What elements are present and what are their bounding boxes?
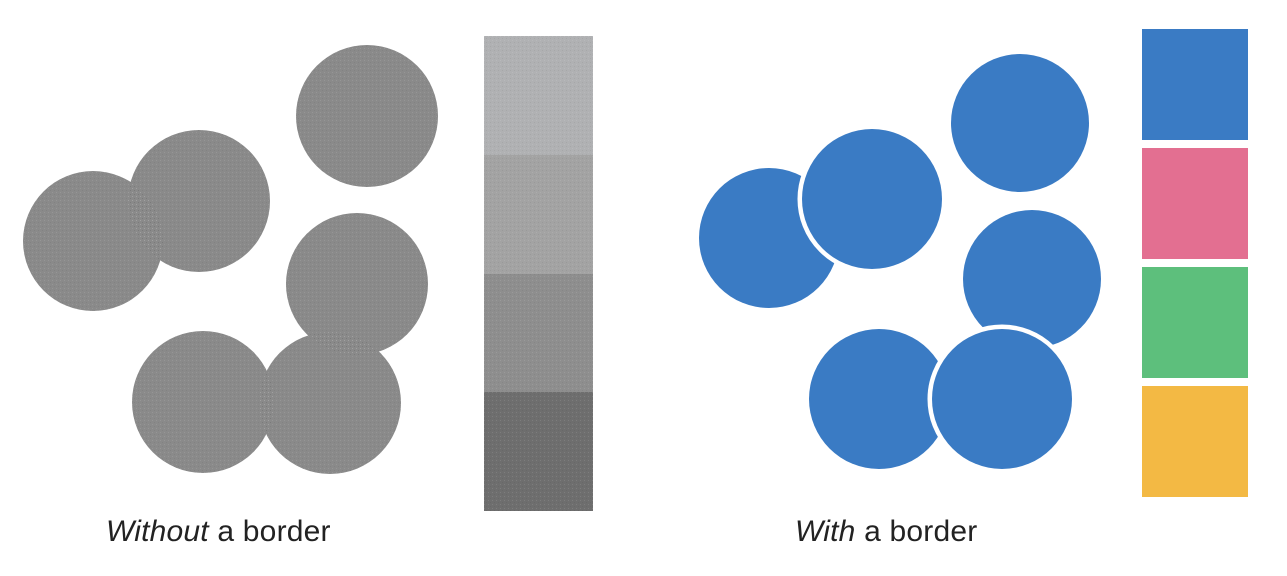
pink-swatch <box>1142 148 1248 259</box>
caption-emphasis: Without <box>106 515 209 548</box>
right-swatch-column <box>1142 29 1248 497</box>
blue-circle <box>946 49 1094 197</box>
caption-without-border: Without a border <box>106 515 331 549</box>
blue-swatch <box>1142 29 1248 140</box>
caption-rest: a border <box>855 515 978 548</box>
caption-rest: a border <box>208 515 331 548</box>
yellow-swatch <box>1142 386 1248 497</box>
caption-emphasis: With <box>795 515 856 548</box>
blue-circle <box>927 324 1077 474</box>
left-circle-texture <box>23 45 438 474</box>
blue-circle <box>797 124 947 274</box>
left-swatch-column <box>484 36 593 511</box>
green-swatch <box>1142 267 1248 378</box>
caption-with-border: With a border <box>795 515 977 549</box>
right-circle-cluster <box>694 49 1106 474</box>
